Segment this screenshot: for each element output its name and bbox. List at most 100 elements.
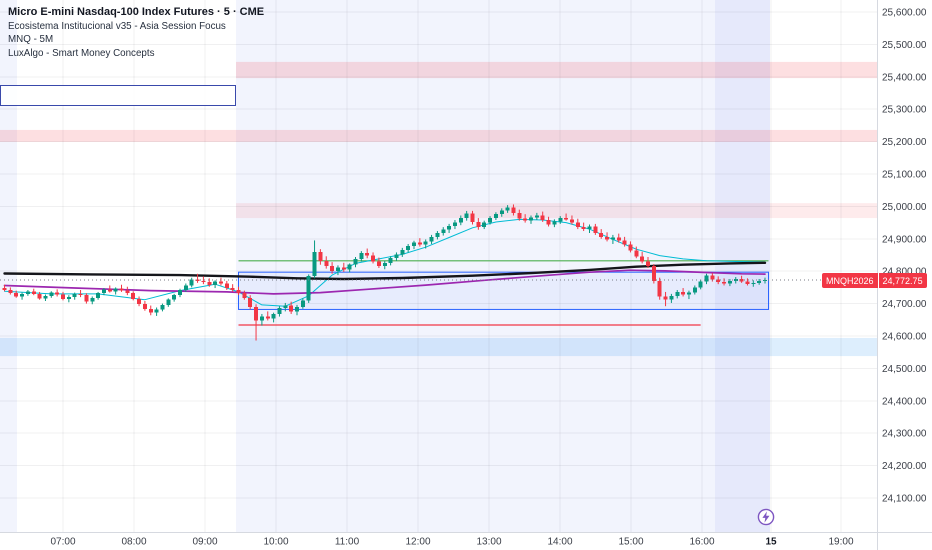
candle-body — [534, 215, 539, 218]
candle-body — [505, 207, 510, 211]
candle-body — [131, 293, 136, 300]
candle-body — [564, 218, 569, 220]
candle-body — [727, 280, 732, 284]
price-axis-label: 25,000.00 — [882, 202, 927, 213]
price-axis-label: 24,700.00 — [882, 299, 927, 310]
lightning-bolt-icon — [762, 511, 770, 523]
candle-body — [37, 293, 42, 299]
candle-body — [324, 260, 329, 267]
candle-body — [523, 218, 528, 221]
timeframe-label[interactable]: MNQ - 5M — [8, 34, 54, 45]
candle-body — [622, 240, 627, 245]
price-axis-label: 24,500.00 — [882, 364, 927, 375]
candle-body — [634, 250, 639, 257]
candle-body — [119, 288, 124, 291]
candle-body — [189, 279, 194, 286]
candle-body — [628, 244, 633, 251]
candle-body — [300, 300, 305, 307]
candle-body — [371, 255, 376, 262]
candle-body — [166, 299, 171, 305]
indicator-ecosistema[interactable]: Ecosistema Institucional v35 - Asia Sess… — [8, 20, 226, 32]
candle-body — [49, 292, 54, 296]
candle-body — [195, 279, 200, 281]
candle-body — [517, 212, 522, 219]
price-axis[interactable] — [877, 0, 932, 532]
candle-body — [417, 242, 422, 245]
candle-body — [259, 316, 264, 321]
price-axis-label: 24,200.00 — [882, 461, 927, 472]
candle-body — [464, 213, 469, 219]
time-axis-label: 09:00 — [192, 537, 217, 548]
candle-body — [376, 261, 381, 267]
pre-open-zone — [715, 0, 770, 532]
candle-body — [458, 218, 463, 223]
candle-body — [283, 305, 288, 309]
candle-body — [681, 291, 686, 295]
time-axis-label: 07:00 — [50, 537, 75, 548]
candle-body — [142, 304, 147, 309]
candle-body — [646, 261, 650, 267]
candle-body — [429, 236, 434, 242]
candle-body — [25, 291, 30, 294]
indicator-luxalgo[interactable]: LuxAlgo - Smart Money Concepts — [8, 47, 155, 59]
candle-body — [172, 295, 177, 300]
candle-body — [511, 207, 516, 213]
candle-body — [733, 278, 738, 281]
price-axis-label: 24,400.00 — [882, 396, 927, 407]
candle-body — [657, 280, 662, 297]
candle-body — [295, 306, 299, 312]
candle-body — [640, 256, 645, 262]
candle-body — [125, 290, 130, 294]
time-axis-bg — [0, 532, 932, 550]
candle-body — [137, 299, 142, 305]
candle-body — [552, 221, 557, 225]
time-axis[interactable] — [0, 532, 877, 550]
candle-body — [423, 241, 428, 245]
time-axis-label: 13:00 — [476, 537, 501, 548]
candle-body — [400, 249, 405, 255]
candle-body — [587, 226, 592, 230]
last-price-badge: MNQH2026 24,772.75 — [822, 273, 927, 288]
candle-body — [382, 262, 387, 267]
time-axis-label: 19:00 — [828, 537, 853, 548]
candle-body — [686, 292, 691, 295]
time-axis-label: 16:00 — [689, 537, 714, 548]
candle-body — [388, 258, 393, 263]
candle-body — [710, 275, 715, 280]
candle-body — [154, 309, 159, 313]
candle-body — [160, 304, 165, 310]
candle-body — [242, 293, 247, 298]
session-break-icon[interactable] — [757, 508, 775, 526]
candle-body — [230, 288, 235, 290]
candle-body — [470, 213, 475, 222]
candle-body — [90, 297, 95, 302]
candle-body — [236, 289, 241, 294]
candle-body — [745, 281, 750, 285]
candle-body — [201, 280, 206, 283]
price-axis-label: 25,300.00 — [882, 105, 927, 116]
candle-body — [482, 222, 487, 228]
price-axis-label: 25,400.00 — [882, 72, 927, 83]
candle-body — [347, 264, 352, 270]
candle-body — [101, 289, 106, 294]
supply-zone-25200 — [0, 129, 877, 142]
candle-body — [452, 222, 457, 226]
price-axis-label: 25,100.00 — [882, 170, 927, 181]
candle-body — [72, 293, 77, 298]
candle-body — [183, 285, 188, 290]
candle-body — [265, 316, 270, 319]
price-axis-label: 24,800.00 — [882, 267, 927, 278]
indicator-info-box — [0, 85, 236, 106]
slow-ma-purple — [3, 269, 766, 295]
candle-body — [353, 258, 358, 265]
candle-body — [739, 278, 744, 282]
candle-body — [751, 282, 756, 285]
candle-body — [335, 267, 340, 272]
time-axis-label: 11:00 — [335, 537, 360, 548]
price-axis-label: 24,100.00 — [882, 494, 927, 505]
symbol-title[interactable]: Micro E-mini Nasdaq-100 Index Futures · … — [8, 6, 265, 18]
candle-body — [113, 288, 118, 292]
candle-body — [148, 308, 153, 313]
